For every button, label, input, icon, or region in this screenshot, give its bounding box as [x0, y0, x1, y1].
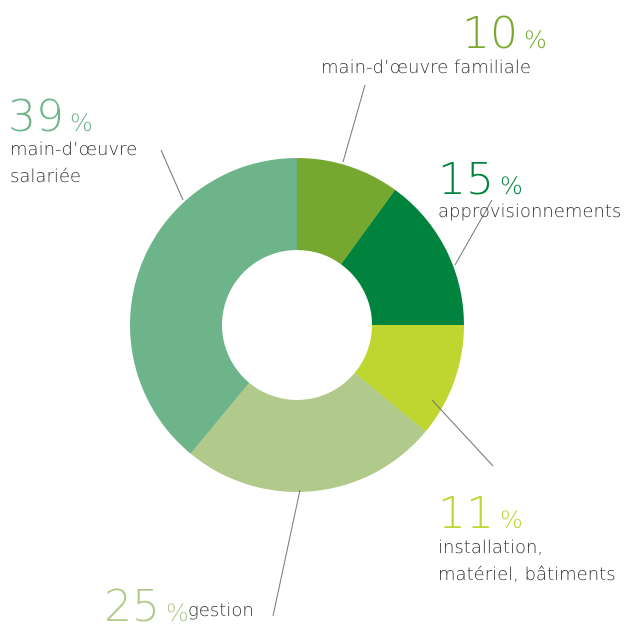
percent-sign: %	[500, 506, 523, 534]
donut-slice	[190, 372, 426, 492]
category-label: gestion	[188, 600, 254, 621]
leader-line	[160, 149, 184, 201]
percent-sign: %	[70, 109, 93, 137]
value-number: 25	[104, 581, 160, 626]
leader-line	[431, 399, 494, 467]
donut-slice	[130, 158, 297, 454]
value-number: 15	[438, 154, 494, 205]
leader-line	[342, 84, 366, 163]
percent-sign: %	[500, 172, 523, 200]
category-label: approvisionnements	[438, 201, 622, 222]
value-number: 10	[462, 8, 518, 59]
value-number: 39	[8, 91, 64, 142]
value-number: 11	[438, 488, 494, 539]
value-label: 15%	[438, 158, 523, 208]
category-label: installation, matériel, bâtiments	[438, 537, 616, 585]
donut-slice	[341, 189, 464, 325]
percent-sign: %	[524, 26, 547, 54]
category-label: main-d’œuvre familiale	[321, 57, 531, 78]
value-label: 25%	[104, 585, 189, 626]
donut-slice	[297, 158, 396, 265]
value-label: 10%	[462, 12, 547, 62]
leader-line	[272, 489, 301, 617]
value-label: 39%	[8, 95, 93, 145]
category-label: main-d’œuvre salariée	[10, 139, 138, 187]
percent-sign: %	[166, 599, 189, 626]
value-label: 11%	[438, 492, 523, 542]
leader-line	[454, 199, 493, 266]
